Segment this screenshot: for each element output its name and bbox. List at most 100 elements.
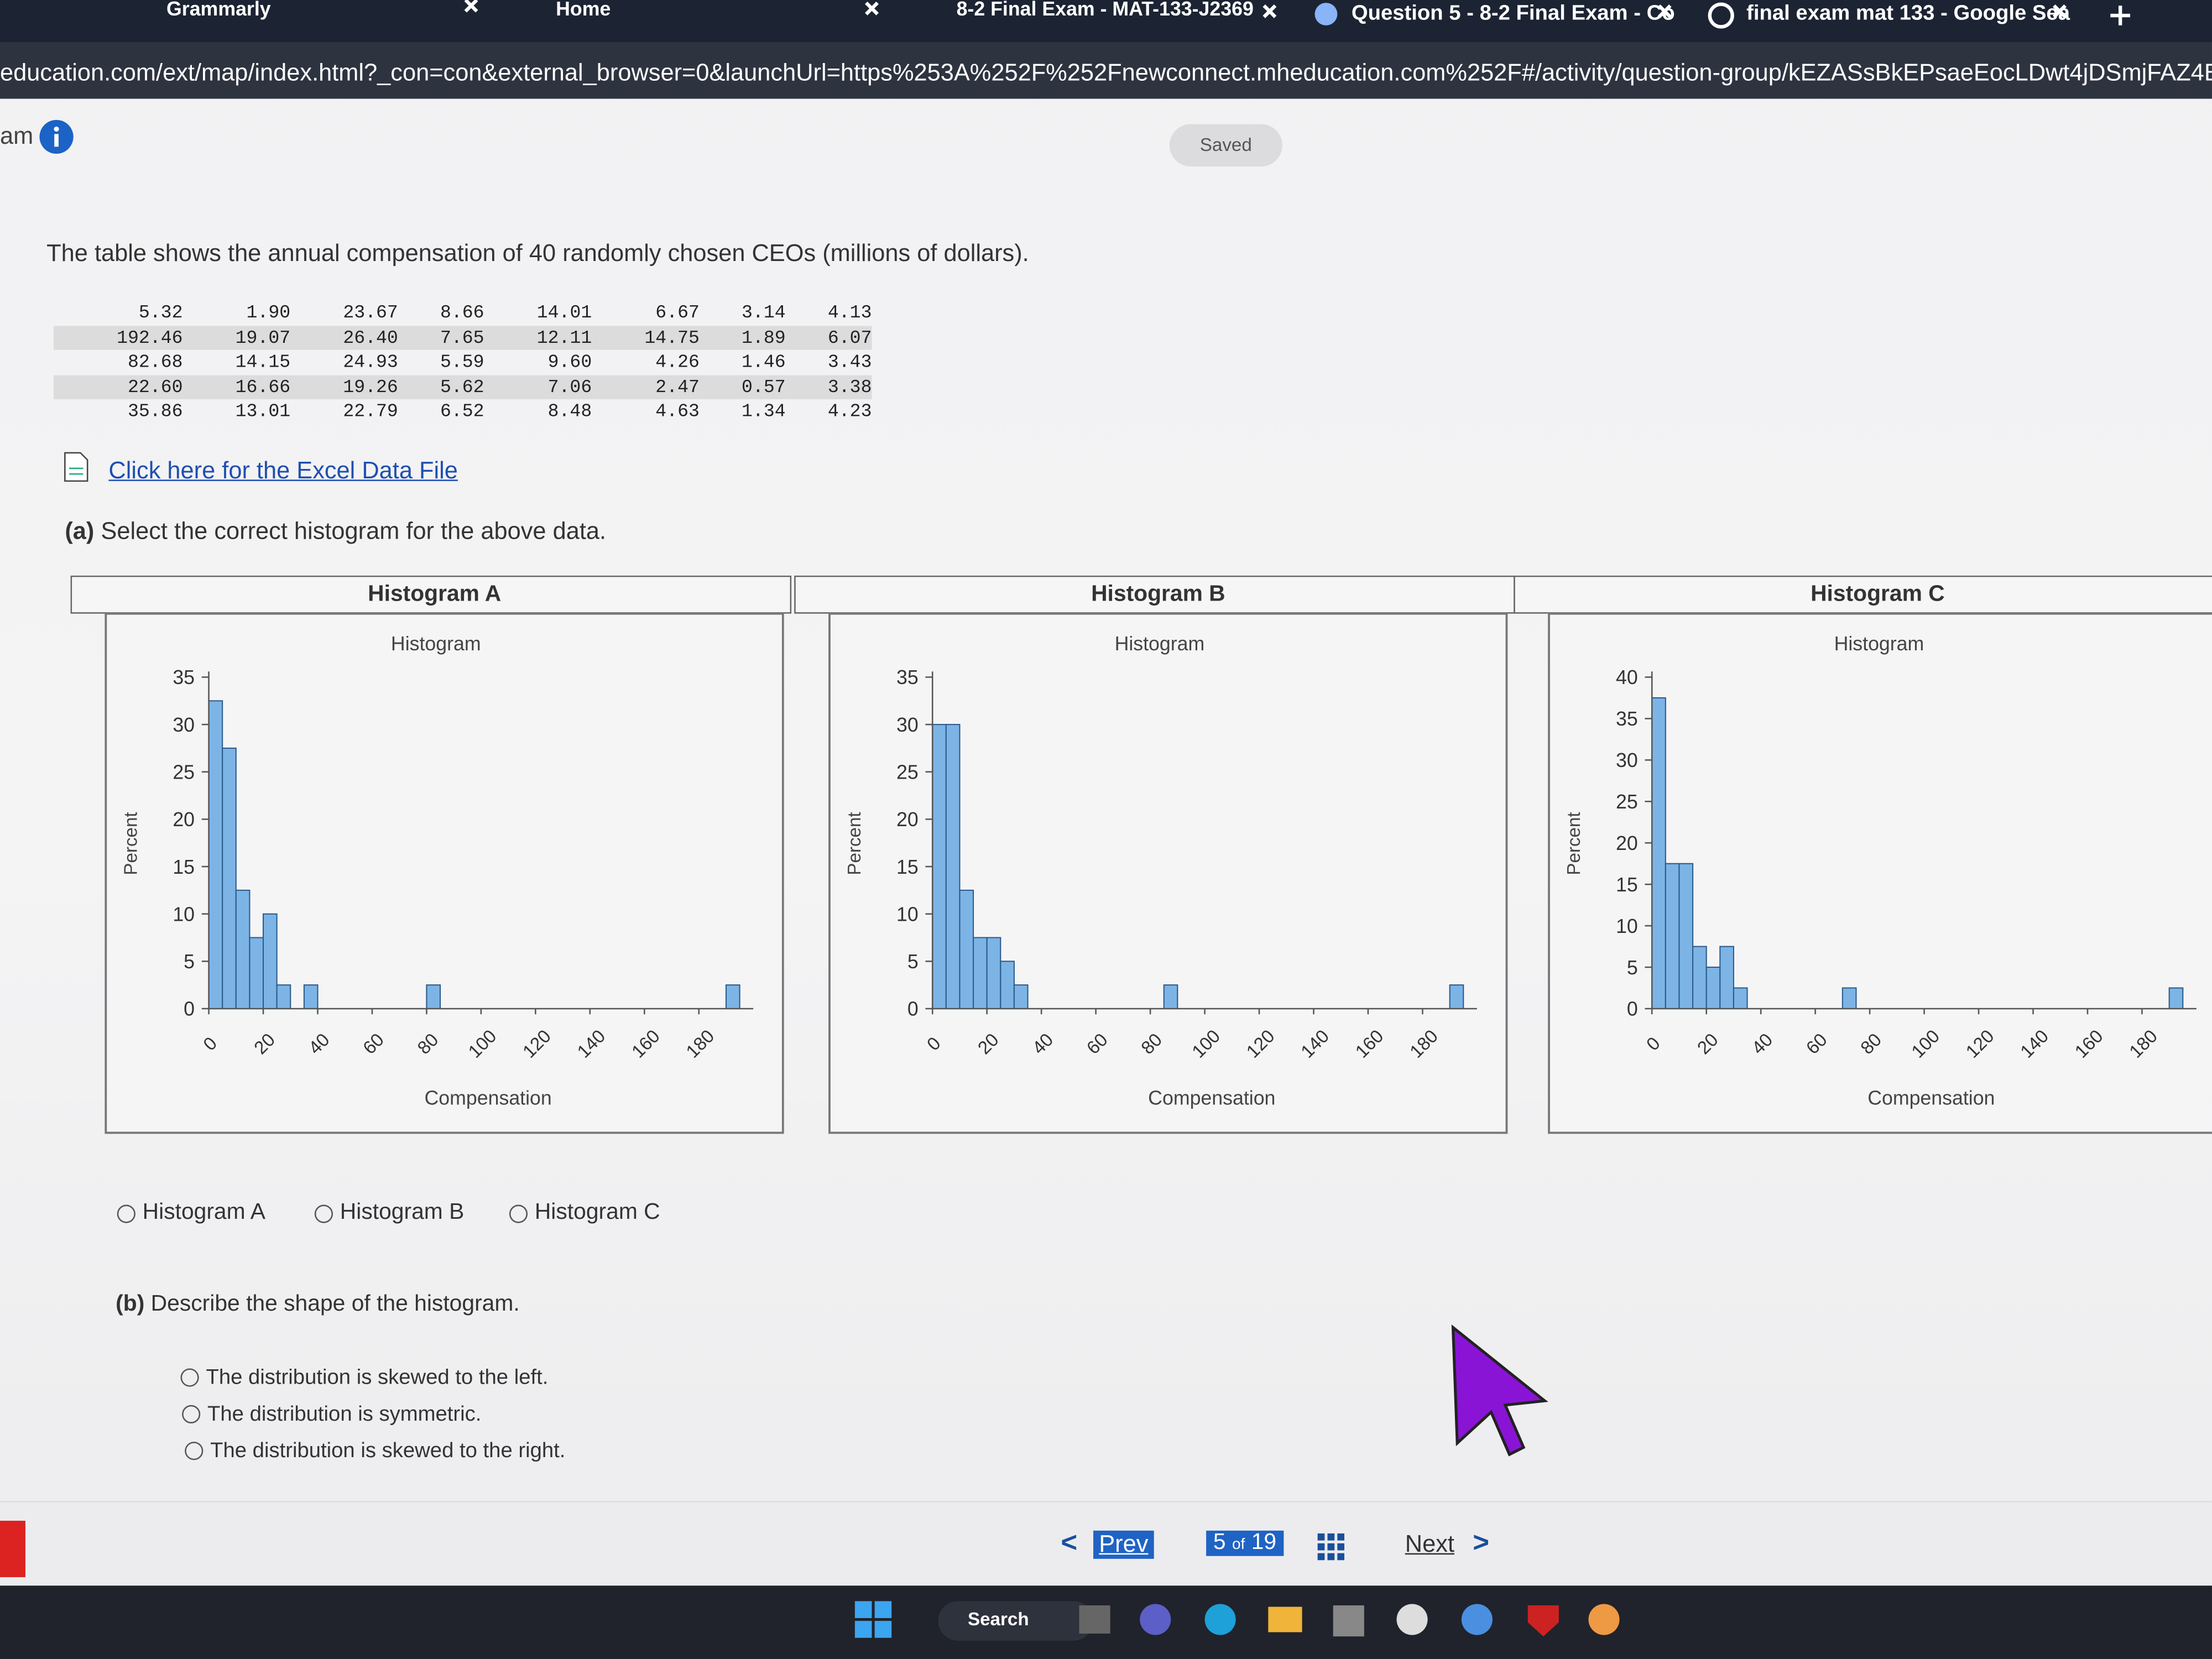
part-a: (a) Select the correct histogram for the…	[65, 518, 606, 546]
panel-title: Histogram C	[1811, 581, 1945, 606]
part-label: (a)	[65, 518, 95, 545]
y-axis-label: Percent	[1564, 812, 1584, 875]
cursor	[1451, 1324, 1548, 1457]
x-axis-label: Compensation	[425, 1087, 552, 1109]
option-text[interactable]: Histogram C	[534, 1200, 660, 1225]
chart-frame	[1548, 612, 2212, 1134]
chart-frame	[828, 612, 1508, 1134]
histogram-bar	[1651, 697, 1666, 1009]
option[interactable]: The distribution is skewed to the right.	[185, 1439, 565, 1463]
table-cell: 24.93	[343, 351, 398, 373]
histogram-panels: Histogram A Histogram Percent Compensation 0…	[70, 575, 2212, 1134]
tab[interactable]: 8-2 Final Exam - MAT-133-J2369	[956, 0, 1254, 20]
histogram-bar	[303, 984, 319, 1009]
next-arrow[interactable]: >	[1473, 1527, 1490, 1559]
y-tick-label: 30	[896, 714, 919, 736]
x-axis-label: Compensation	[1148, 1087, 1275, 1109]
page-total: 19	[1251, 1530, 1277, 1555]
histogram-bar	[1719, 946, 1734, 1009]
histogram-bar	[235, 889, 251, 1009]
option[interactable]: Histogram A	[117, 1201, 265, 1226]
histogram-bar	[426, 984, 441, 1009]
histogram-bar	[1705, 967, 1721, 1009]
table-cell: 6.07	[785, 325, 872, 350]
histogram-bar	[1013, 984, 1029, 1009]
histogram-bar	[959, 889, 974, 1009]
table-cell: 13.01	[235, 401, 291, 422]
table-cell: 22.79	[343, 401, 398, 422]
data-table: 5.32 1.90 23.67 8.66 14.01 6.67 3.14 4.13 192.46…	[53, 300, 872, 424]
prev-arrow[interactable]: <	[1061, 1527, 1078, 1559]
page-number: 5	[1213, 1530, 1226, 1555]
option[interactable]: The distribution is skewed to the left.	[180, 1365, 549, 1390]
taskbar-search[interactable]: Search	[967, 1608, 1029, 1630]
table-cell: 19.07	[182, 325, 291, 350]
y-tick-label: 0	[907, 998, 919, 1020]
table-cell: 14.01	[536, 302, 592, 324]
option-text[interactable]: Histogram A	[142, 1200, 265, 1225]
table-cell: 7.06	[484, 374, 592, 399]
table-cell: 7.65	[398, 325, 484, 350]
table-cell: 8.48	[547, 401, 592, 422]
table-cell: 5.32	[138, 302, 183, 324]
y-tick-label: 10	[1616, 915, 1638, 937]
table-cell: 1.46	[742, 351, 786, 373]
part-text: Select the correct histogram for the abo…	[101, 518, 607, 545]
option-text[interactable]: The distribution is symmetric.	[207, 1402, 482, 1427]
table-cell: 0.57	[699, 374, 786, 399]
table-cell: 6.52	[440, 401, 484, 422]
chart-title: Histogram	[391, 633, 481, 655]
option-text[interactable]: The distribution is skewed to the right.	[210, 1439, 566, 1463]
y-axis-label: Percent	[121, 812, 141, 875]
y-tick-label: 0	[1627, 998, 1638, 1020]
histogram-bar	[1733, 987, 1748, 1009]
option[interactable]: Histogram C	[509, 1201, 660, 1226]
table-cell: 4.26	[655, 351, 700, 373]
url[interactable]: education.com/ext/map/index.html?_con=co…	[0, 59, 2212, 86]
logo	[0, 1520, 25, 1578]
tab[interactable]: final exam mat 133 - Google Sea	[1746, 1, 2070, 25]
table-cell: 16.66	[182, 374, 291, 399]
taskbar-icons	[854, 1601, 1620, 1641]
y-tick-label: 15	[173, 856, 195, 878]
prev-button[interactable]: Prev	[1093, 1530, 1154, 1559]
panel-title: Histogram B	[1091, 581, 1225, 606]
saved-status: Saved	[1169, 124, 1282, 167]
info-icon[interactable]	[38, 118, 75, 155]
histogram-panel: Histogram C Histogram Percent Compensation 0…	[1514, 575, 2212, 1134]
table-cell: 82.68	[127, 351, 183, 373]
tab[interactable]: Question 5 - 8-2 Final Exam - Co	[1351, 1, 1675, 25]
tab[interactable]: Grammarly	[166, 0, 271, 20]
y-tick-label: 40	[1616, 666, 1638, 688]
table-row: 35.86 13.01 22.79 6.52 8.48 4.63 1.34 4.23	[54, 399, 872, 424]
grid-icon[interactable]	[1316, 1532, 1345, 1561]
table-cell: 4.63	[655, 401, 700, 422]
histogram-bar	[1665, 863, 1680, 1009]
tab[interactable]: Home	[556, 0, 611, 20]
table-cell: 3.14	[742, 302, 786, 324]
table-cell: 14.75	[592, 325, 700, 350]
table-cell: 14.15	[235, 351, 291, 373]
panel-title: Histogram A	[368, 581, 501, 606]
table-cell: 22.60	[53, 374, 183, 399]
y-tick-label: 10	[896, 903, 919, 925]
histogram-bar	[1692, 946, 1707, 1009]
part-label: (b)	[116, 1292, 145, 1317]
option[interactable]: The distribution is symmetric.	[182, 1402, 481, 1426]
option-text[interactable]: Histogram B	[340, 1200, 465, 1225]
table-cell: 1.34	[742, 401, 786, 422]
url-bar	[0, 42, 2212, 99]
table-cell: 6.67	[655, 302, 700, 324]
file-icon	[64, 452, 88, 482]
option[interactable]: Histogram B	[314, 1200, 465, 1226]
table-cell: 8.66	[440, 302, 484, 324]
y-tick-label: 25	[1616, 791, 1638, 813]
y-axis-label: Percent	[844, 812, 865, 875]
excel-link[interactable]: Click here for the Excel Data File	[108, 457, 458, 484]
y-tick-label: 20	[896, 808, 919, 831]
panel-header	[1514, 575, 2212, 614]
option-text[interactable]: The distribution is skewed to the left.	[206, 1365, 549, 1390]
next-button[interactable]: Next	[1405, 1530, 1455, 1558]
histogram-bar	[1678, 863, 1694, 1009]
